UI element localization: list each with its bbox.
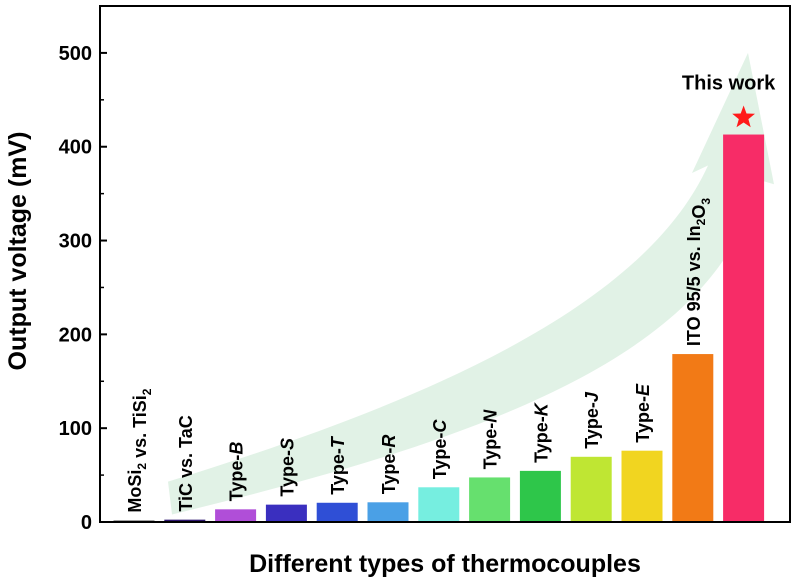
x-axis-title: Different types of thermocouples	[249, 550, 641, 578]
bar-label-type-n: Type-N	[481, 409, 501, 470]
bar-label-ito-95-5-vs-in2o3: ITO 95/5 vs. In2O3	[684, 198, 713, 346]
highlight-star-icon	[732, 105, 755, 128]
bar-tic-vs-tac	[164, 519, 206, 522]
bar-this-work	[723, 134, 765, 522]
bar-label-type-e: Type-E	[633, 383, 653, 443]
bar-label-type-j: Type-J	[582, 391, 602, 449]
bar-label-type-c: Type-C	[430, 419, 450, 480]
highlight-label: This work	[682, 73, 776, 95]
bar-type-r	[367, 502, 409, 522]
bar-label-mosi2-vs-tisi2: MoSi2 vs. TiSi2	[125, 388, 154, 512]
bar-label-type-b: Type-B	[227, 442, 247, 502]
y-tick-label-500: 500	[59, 43, 92, 65]
bar-type-e	[621, 450, 663, 522]
y-tick-label-0: 0	[81, 512, 92, 534]
bar-type-n	[469, 477, 511, 522]
bar-label-type-t: Type-T	[328, 435, 348, 495]
bar-type-b	[215, 509, 257, 522]
y-axis-title: Output voltage (mV)	[4, 132, 32, 371]
bar-label-tic-vs-tac: TiC vs. TaC	[176, 415, 196, 511]
bar-label-type-r: Type-R	[379, 435, 399, 495]
trend-arrow	[168, 52, 774, 515]
bar-type-k	[519, 470, 561, 522]
y-tick-label-200: 200	[59, 324, 92, 346]
bar-type-c	[418, 487, 460, 522]
bar-label-type-k: Type-K	[531, 401, 551, 463]
bar-type-s	[265, 504, 307, 522]
bar-type-j	[570, 456, 612, 522]
bar-label-type-s: Type-S	[277, 438, 297, 497]
bar-ito-95-5-vs-in2o3	[672, 354, 714, 522]
y-tick-label-400: 400	[59, 137, 92, 159]
y-tick-label-100: 100	[59, 418, 92, 440]
bar-type-t	[316, 502, 358, 522]
y-tick-label-300: 300	[59, 231, 92, 253]
plot-frame	[99, 5, 791, 523]
